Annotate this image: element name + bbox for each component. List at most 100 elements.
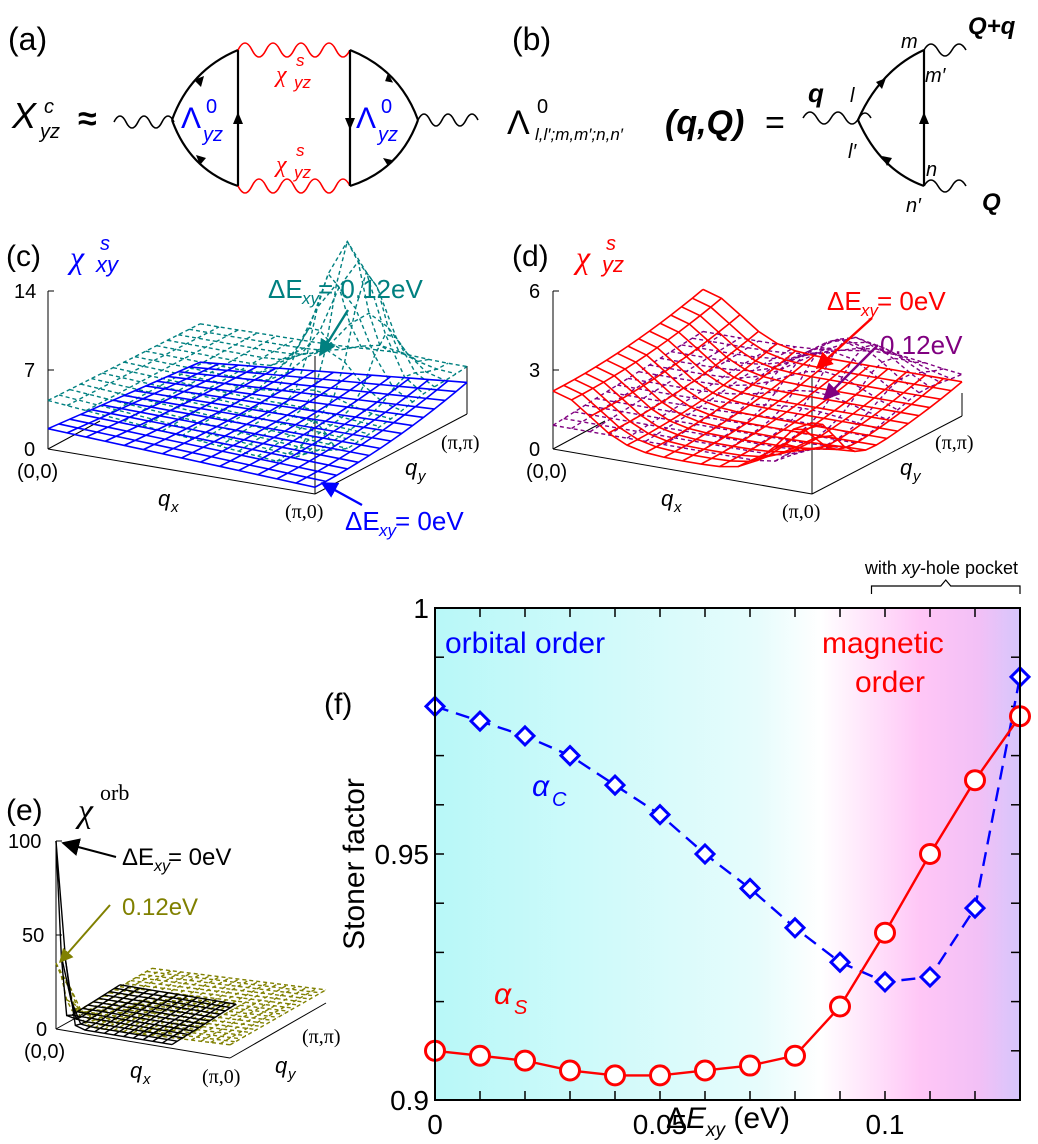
- data-point-alpha-c: [693, 842, 717, 866]
- arrow-e-0p12: [59, 904, 111, 964]
- lambda-sup: 0: [537, 96, 548, 118]
- surface-grid-line: [66, 326, 220, 407]
- surface-grid-line: [123, 976, 221, 1033]
- x-axis-label: ΔExy (eV): [666, 1102, 790, 1141]
- surface-grid-line: [681, 341, 941, 384]
- panel-e: (e) χ orb 100 50 0 (0,0) (π,0) (π,π) q x…: [6, 780, 341, 1088]
- surface-grid-line: [134, 389, 402, 435]
- panel-c-label: (c): [6, 240, 41, 273]
- data-point-alpha-c: [918, 965, 942, 989]
- index-n: n: [926, 159, 937, 181]
- index-l: l: [850, 85, 855, 107]
- surface-grid-line: [125, 982, 300, 1006]
- surface-grid-line: [141, 973, 316, 997]
- fermion-arc-left-bottom: [170, 119, 239, 188]
- data-point-alpha-s: [604, 1064, 626, 1087]
- boson-line-Qq: [923, 43, 967, 57]
- surface-grid-line: [146, 970, 321, 994]
- series-group: [423, 665, 1032, 1087]
- surface-grid-line: [617, 384, 877, 429]
- series-label-alpha-c: α: [532, 770, 550, 803]
- surface-grid-line: [60, 975, 236, 1043]
- data-point-alpha-s: [559, 1059, 581, 1082]
- corner-label-pipi: (π,π): [441, 432, 480, 454]
- surface-grid-line: [681, 306, 941, 400]
- surface-grid-line: [47, 427, 316, 489]
- series-line-alpha-c: [434, 676, 1022, 984]
- data-point-alpha-c: [828, 951, 852, 974]
- annotation-c-0-sub: xy: [378, 521, 398, 540]
- corner-label-00: (0,0): [24, 1041, 65, 1063]
- panel-d-ztick: 3: [529, 360, 540, 382]
- region-label-order: order: [855, 666, 925, 699]
- panel-d: (d) χ s yz 6 3 0 (0,0) (π,0) (π,π) q x q…: [512, 233, 974, 523]
- fermion-arc-left-top: [170, 48, 239, 121]
- region-label-magnetic: magnetic: [822, 627, 944, 660]
- qx-label: q: [158, 486, 171, 511]
- qy-label: q: [275, 1053, 288, 1078]
- surface-grid-line: [102, 404, 370, 457]
- surface-d-0eV: [552, 288, 963, 468]
- surface-grid-line: [109, 990, 226, 1012]
- annotation-d-0-value: = 0eV: [877, 286, 946, 316]
- annotation-d-0-prefix: ΔE: [827, 286, 862, 316]
- surface-grid-line: [616, 352, 877, 446]
- annotation-e-0-value: = 0eV: [168, 844, 231, 871]
- arrow-d-0: [815, 317, 873, 370]
- chi-c-sup: c: [44, 96, 54, 118]
- surface-grid-line: [552, 330, 704, 426]
- arrow-down-icon: [345, 118, 355, 130]
- data-point-alpha-s: [919, 843, 941, 865]
- data-point-alpha-s: [694, 1059, 716, 1082]
- Q-label: Q: [982, 189, 1001, 216]
- corner-label-pi0: (π,0): [202, 1066, 240, 1088]
- surface-grid-line: [171, 982, 269, 1039]
- surface-grid-line: [93, 1000, 210, 1022]
- panel-c: (c) χ s xy 14 7 0 (0,0) (π,0) (π,π) q x …: [6, 233, 480, 540]
- panel-d-label: (d): [512, 240, 549, 273]
- x-tick-label: 0: [427, 1109, 443, 1140]
- arrow-e-0: [61, 838, 117, 858]
- surface-grid-line: [595, 366, 855, 453]
- surface-grid-line: [123, 361, 392, 420]
- surface-grid-line: [178, 370, 446, 402]
- surface-grid-line: [152, 979, 250, 1036]
- x-axis-label-E: E: [686, 1102, 707, 1135]
- plot-frame: [434, 607, 1021, 1101]
- surface-c-0eV: [47, 361, 468, 489]
- surface-grid-line: [584, 372, 845, 453]
- panel-e-ztick: 50: [22, 925, 44, 947]
- data-point-alpha-s: [874, 921, 896, 944]
- vertex-right-sub: yz: [376, 124, 398, 146]
- surface-grid-line: [82, 1007, 199, 1029]
- data-point-alpha-c: [873, 970, 897, 994]
- surface-grid-line: [649, 330, 909, 425]
- qx-sub: x: [673, 499, 682, 516]
- surface-grid-line: [60, 955, 178, 1042]
- lambda-args: (q,Q): [665, 104, 744, 142]
- panel-e-title-symbol: χ: [75, 793, 94, 830]
- surface-grid-line: [219, 272, 372, 447]
- equals-sign: =: [765, 104, 785, 142]
- xy-hole-pocket-bracket: [870, 579, 1021, 594]
- index-l-prime: l′: [848, 141, 857, 163]
- surface-grid-line: [737, 336, 889, 459]
- x-axis-label-sub: xy: [705, 1120, 727, 1141]
- surface-grid-line: [75, 970, 172, 1017]
- panel-a-label: (a): [8, 21, 47, 57]
- qy-sub: y: [417, 468, 427, 485]
- arrow-down-icon: [196, 155, 206, 165]
- vertex-left-symbol: Λ: [181, 102, 201, 135]
- data-point-alpha-s: [829, 995, 851, 1018]
- corner-label-pi0: (π,0): [285, 501, 323, 523]
- surface-grid-line: [219, 988, 317, 1045]
- arrow-up-icon: [385, 73, 394, 83]
- surface-grid-line: [162, 341, 315, 432]
- surface-grid-line: [199, 361, 468, 384]
- propagator-bottom-sub: yz: [293, 163, 312, 182]
- surface-grid-line: [638, 370, 899, 411]
- panel-c-title-sub: xy: [95, 252, 120, 277]
- surface-grid-line: [670, 314, 930, 409]
- annotation-e-0-sub: xy: [153, 858, 171, 875]
- panel-d-title-sup: s: [606, 233, 616, 255]
